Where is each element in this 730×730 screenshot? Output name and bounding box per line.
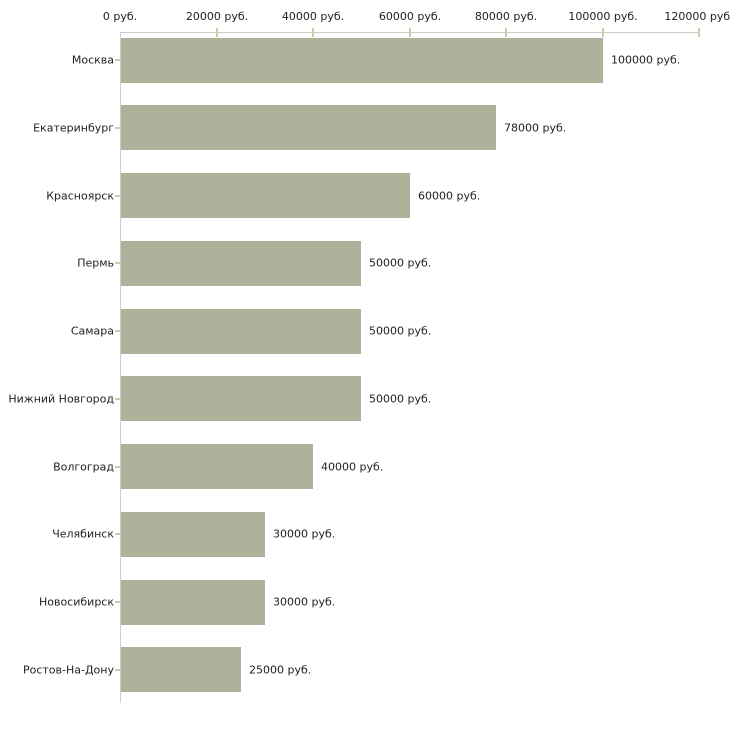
x-axis-tick-mark — [312, 28, 314, 37]
bar-value-label: 30000 руб. — [273, 527, 336, 541]
y-axis-tick-mark — [115, 127, 120, 129]
category-label: Новосибирск — [38, 595, 114, 609]
x-axis-tick-label: 120000 руб. — [664, 10, 730, 23]
bar — [121, 444, 313, 489]
bar-value-label: 50000 руб. — [369, 392, 432, 406]
bar — [121, 38, 603, 83]
x-axis-tick-label: 40000 руб. — [281, 10, 345, 23]
x-axis-tick-mark — [409, 28, 411, 37]
bar — [121, 105, 496, 150]
y-axis-tick-mark — [115, 601, 120, 603]
x-axis-tick-mark — [602, 28, 604, 37]
bar — [121, 309, 361, 354]
bar-value-label: 50000 руб. — [369, 256, 432, 270]
bar-value-label: 78000 руб. — [504, 121, 567, 135]
category-label: Пермь — [77, 256, 114, 270]
x-axis-tick-label: 0 руб. — [102, 10, 138, 23]
bar-value-label: 60000 руб. — [418, 189, 481, 203]
x-axis-tick-mark — [505, 28, 507, 37]
y-axis-tick-mark — [115, 533, 120, 535]
category-label: Самара — [70, 324, 114, 338]
x-axis-tick-label: 80000 руб. — [474, 10, 538, 23]
y-axis-tick-mark — [115, 398, 120, 400]
bar-value-label: 100000 руб. — [611, 53, 681, 67]
category-label: Ростов-На-Дону — [22, 663, 114, 677]
bar-value-label: 40000 руб. — [321, 460, 384, 474]
category-label: Нижний Новгород — [8, 392, 114, 406]
category-label: Челябинск — [52, 527, 114, 541]
y-axis-line — [120, 32, 121, 703]
y-axis-tick-mark — [115, 195, 120, 197]
bar — [121, 512, 265, 557]
category-label: Москва — [71, 53, 114, 67]
y-axis-tick-mark — [115, 466, 120, 468]
category-label: Волгоград — [53, 460, 114, 474]
bar-value-label: 30000 руб. — [273, 595, 336, 609]
x-axis-tick-mark — [698, 28, 700, 37]
y-axis-tick-mark — [115, 330, 120, 332]
x-axis-tick-mark — [216, 28, 218, 37]
x-axis-tick-label: 60000 руб. — [378, 10, 442, 23]
y-axis-tick-mark — [115, 669, 120, 671]
y-axis-tick-mark — [115, 59, 120, 61]
category-label: Екатеринбург — [33, 121, 114, 135]
y-axis-tick-mark — [115, 262, 120, 264]
bar-value-label: 50000 руб. — [369, 324, 432, 338]
bar — [121, 241, 361, 286]
bar — [121, 376, 361, 421]
bar — [121, 173, 410, 218]
bar-value-label: 25000 руб. — [249, 663, 312, 677]
x-axis-tick-label: 20000 руб. — [185, 10, 249, 23]
bar — [121, 647, 241, 692]
x-axis-tick-label: 100000 руб. — [568, 10, 638, 23]
bar — [121, 580, 265, 625]
category-label: Красноярск — [46, 189, 114, 203]
